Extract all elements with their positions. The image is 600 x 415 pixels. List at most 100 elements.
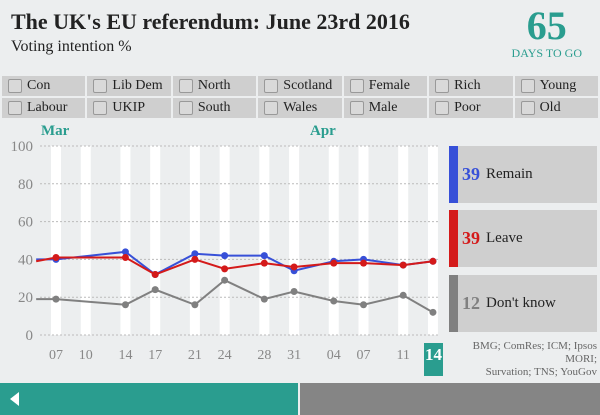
filter-label: Poor [454, 100, 481, 115]
x-tick-label: 14 [118, 348, 132, 363]
date-column-band [358, 146, 369, 335]
checkbox-icon[interactable] [349, 79, 364, 93]
don-t-know-point [121, 301, 129, 309]
leave-point [290, 263, 298, 271]
filter-lib-dem[interactable]: Lib Dem [87, 76, 171, 96]
filter-scotland[interactable]: Scotland [258, 76, 342, 96]
filter-wales[interactable]: Wales [258, 98, 342, 118]
y-tick-label: 100 [11, 139, 34, 155]
filter-label: Scotland [283, 78, 333, 93]
checkbox-icon[interactable] [349, 101, 364, 115]
filter-con[interactable]: Con [2, 76, 86, 96]
checkbox-icon[interactable] [264, 101, 279, 115]
date-column-band [189, 146, 200, 335]
filter-south[interactable]: South [172, 98, 257, 118]
filter-north[interactable]: North [172, 76, 257, 96]
filter-young[interactable]: Young [514, 76, 598, 96]
filter-female[interactable]: Female [343, 76, 428, 96]
leave-point [360, 259, 368, 267]
don-t-know-point [399, 291, 407, 299]
don-t-know-line [36, 279, 434, 314]
remain-label: Remain [486, 166, 533, 182]
checkbox-icon[interactable] [8, 79, 22, 93]
leave-point [399, 261, 407, 269]
leave-point [191, 255, 199, 263]
checkbox-icon[interactable] [8, 101, 22, 115]
leave-point [151, 271, 159, 279]
checkbox-icon[interactable] [435, 79, 450, 93]
don-t-know-point [360, 301, 368, 309]
filter-label: Old [539, 100, 561, 115]
leave-line [35, 256, 434, 276]
remain-color-bar [449, 146, 458, 203]
dont-know-value: 12 [462, 293, 480, 313]
filter-label: Male [368, 100, 398, 115]
days-number: 65 [526, 3, 567, 48]
checkbox-icon[interactable] [93, 79, 108, 93]
current-day-marker[interactable]: 14 [424, 343, 443, 376]
x-tick-label: 31 [287, 348, 301, 363]
checkbox-icon[interactable] [178, 101, 193, 115]
arrow-left-icon [10, 392, 19, 406]
x-tick-label: 28 [257, 348, 271, 363]
filter-label: Con [27, 78, 51, 93]
leave-point [121, 254, 129, 262]
page-subtitle: Voting intention % [11, 38, 132, 55]
legend-leave[interactable]: 39 Leave [449, 210, 597, 267]
filter-checkboxes: Con Lib Dem North Scotland Female Rich Young La… [2, 76, 598, 118]
filter-labour[interactable]: Labour [2, 98, 86, 118]
leave-point [52, 254, 60, 262]
date-column-band [289, 146, 300, 335]
don-t-know-point [290, 288, 298, 296]
checkbox-icon[interactable] [520, 101, 535, 115]
y-tick-label: 20 [18, 290, 33, 306]
checkbox-icon[interactable] [520, 79, 535, 93]
y-tick-label: 40 [18, 252, 33, 268]
filter-male[interactable]: Male [343, 98, 428, 118]
filter-poor[interactable]: Poor [429, 98, 513, 118]
filter-rich[interactable]: Rich [429, 76, 513, 96]
filter-label: South [197, 100, 231, 115]
filter-label: North [197, 78, 231, 93]
filter-label: Young [539, 78, 577, 93]
filter-label: Labour [27, 100, 68, 115]
date-column-band [219, 146, 230, 335]
checkbox-icon[interactable] [93, 101, 108, 115]
month-label-mar: Mar [41, 123, 70, 139]
leave-value: 39 [462, 228, 480, 248]
x-tick-label: 07 [49, 348, 63, 363]
legend-remain[interactable]: 39 Remain [449, 146, 597, 203]
don-t-know-point [221, 276, 229, 284]
x-tick-label: 17 [148, 348, 162, 363]
filter-old[interactable]: Old [514, 98, 598, 118]
leave-point [260, 259, 268, 267]
remain-line [36, 250, 434, 276]
don-t-know-point [429, 308, 437, 316]
y-tick-label: 60 [18, 215, 33, 231]
checkbox-icon[interactable] [435, 101, 450, 115]
x-tick-label: 04 [327, 348, 341, 363]
remain-point [121, 248, 129, 256]
previous-button[interactable] [0, 383, 298, 415]
x-tick-label: 10 [79, 348, 93, 363]
checkbox-icon[interactable] [264, 79, 279, 93]
filter-ukip[interactable]: UKIP [87, 98, 171, 118]
leave-label: Leave [486, 230, 523, 246]
checkbox-icon[interactable] [178, 79, 193, 93]
source-line-1: BMG; ComRes; ICM; Ipsos MORI; [472, 340, 597, 365]
source-line-2: Survation; TNS; YouGov [485, 366, 597, 378]
poll-chart: 07 10 14 17 21 24 28 31 04 07 11 0 20 40 60 80 100 [11, 139, 440, 363]
date-column-band [80, 146, 91, 335]
x-tick-label: 11 [396, 348, 409, 363]
timeline-scrollbar-track[interactable] [300, 383, 600, 415]
filter-label: UKIP [112, 100, 146, 115]
date-column-band [51, 146, 61, 335]
y-tick-label: 0 [26, 328, 34, 344]
don-t-know-point [260, 295, 268, 303]
leave-color-bar [449, 210, 458, 267]
y-tick-label: 80 [18, 177, 33, 193]
leave-point [221, 265, 229, 273]
don-t-know-point [52, 295, 60, 303]
legend-dont-know[interactable]: 12 Don't know [449, 275, 597, 332]
